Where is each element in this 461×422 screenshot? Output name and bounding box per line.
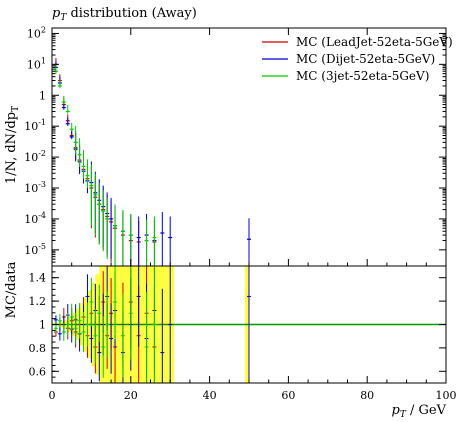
y-tick-label: 102 (27, 25, 46, 40)
ratio-y-tick-label: 1.4 (29, 272, 47, 285)
legend: MC (LeadJet-52eta-5GeV) MC (Dijet-52eta-5… (262, 35, 453, 83)
x-tick-label: 60 (281, 389, 295, 402)
x-tick-label: 80 (360, 389, 374, 402)
ratio-y-tick-label: 1 (39, 319, 46, 332)
x-tick-label: 0 (49, 389, 56, 402)
x-tick-label: 100 (436, 389, 457, 402)
x-axis-label: pT / GeV (392, 403, 447, 420)
y-tick-label: 10-4 (24, 211, 46, 226)
x-tick-label: 40 (203, 389, 217, 402)
legend-label: MC (Dijet-52eta-5GeV) (296, 52, 435, 66)
y-tick-label: 1 (39, 89, 46, 102)
ratio-y-tick-label: 1.2 (29, 295, 47, 308)
y-tick-label: 10-2 (24, 149, 46, 164)
legend-label: MC (3jet-52eta-5GeV) (296, 69, 429, 83)
legend-label: MC (LeadJet-52eta-5GeV) (296, 35, 453, 49)
y-tick-label: 10-5 (24, 242, 46, 257)
y-tick-label: 10-1 (24, 118, 46, 133)
chart-title: pT distribution (Away) (52, 6, 197, 23)
ratio-y-axis-label: MC/data (4, 261, 19, 318)
y-tick-label: 10-3 (24, 180, 46, 195)
ratio-y-tick-label: 0.6 (29, 365, 47, 378)
axes-ticks: 0 20 40 60 80 100 102 101 1 10-1 10-2 10-3 10-4 10-5 0… (24, 25, 456, 402)
main-panel (53, 58, 251, 266)
y-axis-label: 1/N, dN/dpT (4, 106, 21, 184)
y-tick-label: 101 (27, 56, 46, 71)
ratio-panel (52, 266, 446, 383)
ratio-y-tick-label: 0.8 (29, 342, 47, 355)
x-tick-label: 20 (124, 389, 138, 402)
